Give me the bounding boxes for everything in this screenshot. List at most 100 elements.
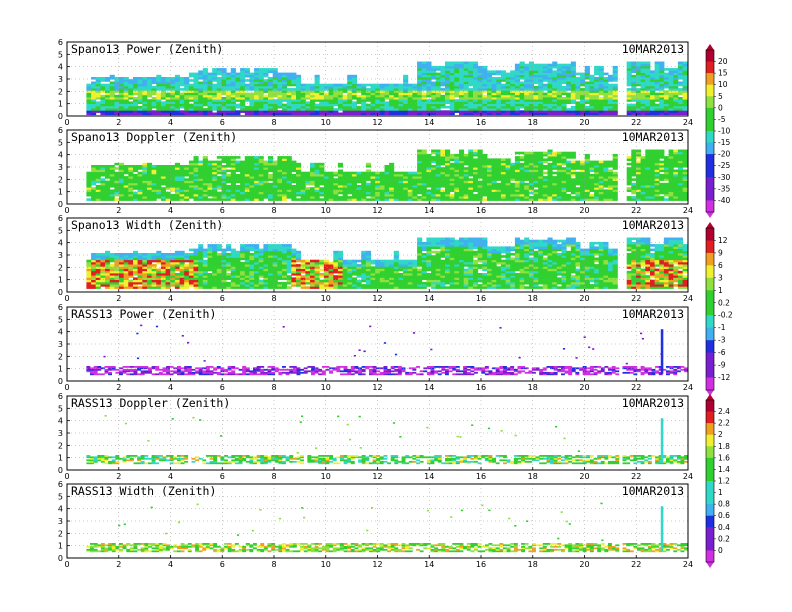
- data-cell: [682, 193, 688, 197]
- data-cell: [184, 101, 190, 104]
- data-cell: [198, 101, 204, 104]
- data-cell: [650, 70, 656, 73]
- data-cell: [333, 97, 339, 100]
- data-cell: [496, 178, 502, 181]
- data-cell: [100, 83, 106, 87]
- data-cell: [487, 178, 493, 181]
- data-cell: [105, 196, 111, 199]
- data-cell: [473, 70, 479, 73]
- data-cell: [137, 88, 143, 91]
- data-cell: [384, 105, 390, 109]
- data-cell: [370, 88, 376, 91]
- data-cell: [305, 187, 311, 190]
- data-cell: [95, 97, 101, 100]
- data-cell: [440, 112, 446, 116]
- data-cell: [137, 99, 143, 102]
- x-tick-label: 14: [424, 118, 434, 127]
- data-cell: [561, 162, 567, 166]
- data-cell: [608, 112, 614, 116]
- data-cell: [170, 112, 176, 116]
- data-cell: [379, 176, 385, 179]
- data-cell: [156, 281, 162, 285]
- data-cell: [249, 99, 255, 102]
- data-cell: [156, 169, 162, 173]
- data-cell: [626, 90, 632, 93]
- data-cell: [277, 72, 283, 76]
- data-cell: [109, 255, 115, 258]
- data-cell: [244, 185, 250, 188]
- data-cell: [188, 99, 194, 102]
- data-cell: [230, 112, 236, 116]
- data-cell: [249, 196, 255, 199]
- data-cell: [384, 171, 390, 175]
- data-cell: [207, 173, 213, 177]
- data-cell: [221, 112, 227, 116]
- data-cell: [412, 180, 418, 184]
- data-cell: [491, 198, 497, 201]
- data-cell: [179, 97, 185, 100]
- data-cell: [221, 167, 227, 170]
- x-tick-label: 16: [476, 118, 486, 127]
- data-cell: [580, 189, 586, 192]
- data-cell: [589, 85, 595, 89]
- data-cell: [109, 97, 115, 100]
- data-cell: [528, 83, 534, 87]
- data-cell: [612, 83, 618, 87]
- data-cell: [356, 196, 362, 199]
- data-cell: [212, 191, 218, 195]
- data-cell: [291, 112, 297, 116]
- data-cell: [230, 72, 236, 76]
- data-cell: [407, 99, 413, 102]
- data-cell: [333, 173, 339, 177]
- data-cell: [519, 182, 525, 186]
- data-cell: [566, 167, 572, 170]
- data-cell: [612, 189, 618, 192]
- data-cell: [421, 92, 427, 96]
- data-cell: [91, 268, 97, 272]
- data-cell: [351, 189, 357, 192]
- data-cell: [449, 81, 455, 85]
- data-cell: [598, 97, 604, 100]
- x-tick-label: 6: [220, 206, 225, 215]
- data-cell: [147, 165, 153, 168]
- data-cell: [286, 97, 292, 100]
- data-cell: [496, 185, 502, 188]
- data-cell: [188, 110, 194, 113]
- data-cell: [589, 160, 595, 164]
- data-cell: [538, 77, 544, 80]
- data-cell: [123, 187, 129, 190]
- data-cell: [147, 77, 153, 80]
- data-cell: [226, 72, 232, 76]
- data-cell: [109, 171, 115, 175]
- data-cell: [547, 173, 553, 177]
- data-cell: [123, 198, 129, 201]
- data-cell: [533, 173, 539, 177]
- data-cell: [673, 153, 679, 157]
- data-cell: [496, 191, 502, 195]
- data-cell: [86, 185, 92, 188]
- data-cell: [566, 92, 572, 96]
- data-cell: [640, 112, 646, 116]
- data-cell: [403, 189, 409, 192]
- data-cell: [282, 178, 288, 181]
- data-cell: [147, 284, 153, 287]
- data-cell: [598, 171, 604, 175]
- data-cell: [151, 191, 157, 195]
- data-cell: [375, 191, 381, 195]
- data-cell: [123, 110, 129, 113]
- data-cell: [431, 101, 437, 104]
- data-cell: [193, 99, 199, 102]
- data-cell: [300, 187, 306, 190]
- data-cell: [463, 193, 469, 197]
- data-cell: [556, 92, 562, 96]
- x-tick-label: 24: [683, 206, 693, 215]
- data-cell: [258, 178, 264, 181]
- data-cell: [626, 70, 632, 73]
- data-cell: [291, 108, 297, 111]
- data-cell: [193, 156, 199, 159]
- data-cell: [123, 275, 129, 278]
- data-cell: [491, 173, 497, 177]
- data-cell: [487, 196, 493, 199]
- data-cell: [109, 88, 115, 91]
- data-cell: [198, 70, 204, 73]
